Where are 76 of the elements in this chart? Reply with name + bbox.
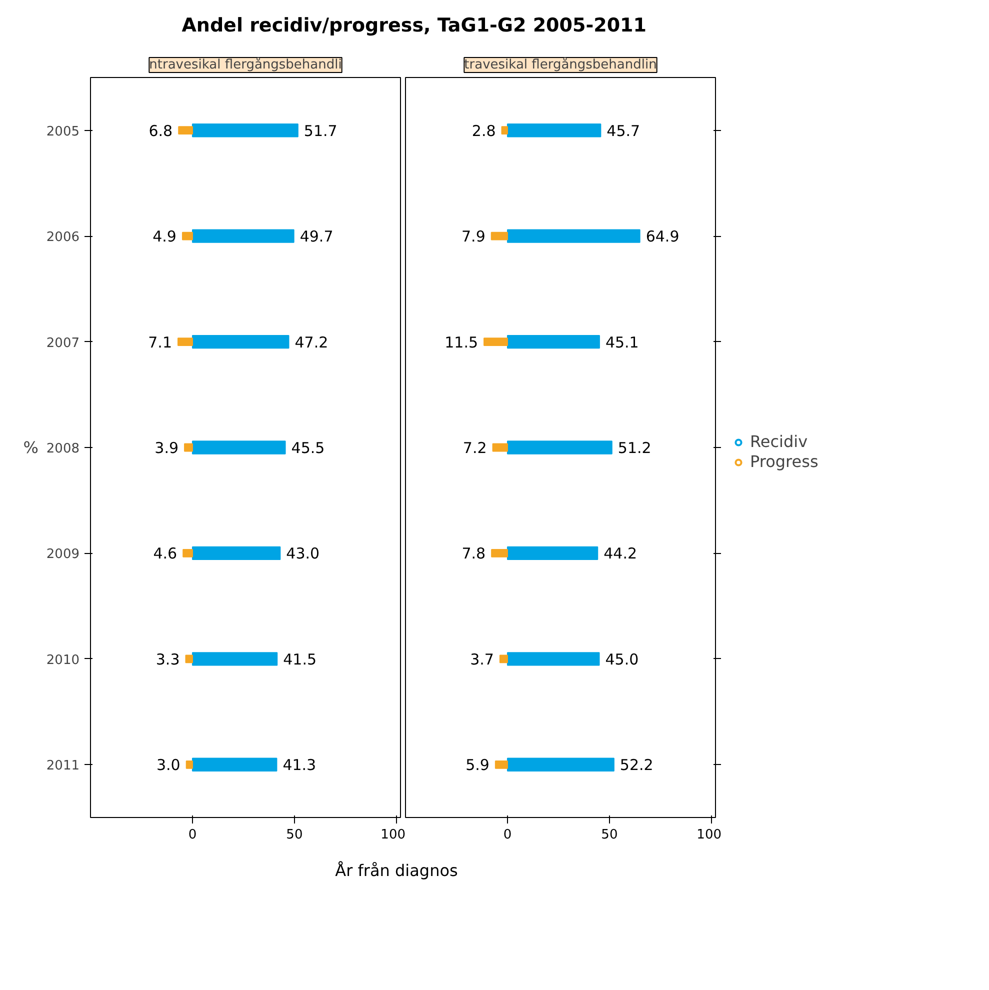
bar [192, 758, 278, 772]
data-label: 5.9 [466, 756, 490, 774]
bar [491, 549, 508, 558]
x-tick-label: 100 [380, 828, 406, 842]
bar [490, 232, 508, 240]
bar [501, 126, 508, 135]
data-label: 2.8 [472, 122, 496, 140]
chart-title: Andel recidiv/progress, TaG1-G2 2005-2011 [182, 14, 646, 36]
data-label: 3.7 [470, 650, 494, 668]
bar [506, 440, 612, 454]
data-label: 6.8 [148, 122, 173, 140]
x-tick-label: 0 [188, 828, 197, 842]
bar [492, 443, 508, 452]
data-label: 49.7 [300, 228, 334, 246]
bar [192, 652, 278, 666]
data-label: 47.2 [294, 333, 328, 352]
y-tick-label: 2011 [46, 758, 80, 774]
bar [177, 338, 193, 346]
bar [494, 760, 508, 769]
x-tick-label: 50 [286, 828, 303, 842]
x-tick-label: 0 [503, 828, 512, 842]
bar [185, 654, 193, 664]
bar [506, 758, 614, 772]
data-label: 51.7 [304, 122, 338, 140]
bar [506, 229, 640, 243]
y-tick-label: 2006 [46, 230, 80, 246]
data-label: 44.2 [604, 544, 638, 563]
bar [506, 652, 600, 666]
data-label: 41.3 [282, 756, 316, 774]
legend-label: Progress [750, 452, 818, 471]
bar [506, 334, 600, 349]
bar [186, 760, 193, 769]
data-label: 7.1 [148, 333, 172, 352]
y-tick-label: 2010 [46, 652, 80, 668]
y-tick-label: 2007 [46, 336, 80, 351]
data-label: 3.0 [156, 756, 180, 774]
y-tick-label: 2005 [46, 124, 80, 140]
bar [192, 334, 290, 349]
bar [506, 124, 602, 138]
bar [178, 126, 193, 135]
chart-subtitle: travesikal flergångsbehandlin [464, 56, 657, 72]
y-axis-title: % [23, 438, 38, 457]
data-label: 7.2 [462, 439, 487, 457]
bar [182, 549, 193, 558]
data-label: 45.5 [291, 439, 325, 457]
bar [182, 232, 193, 240]
data-label: 45.0 [605, 650, 639, 668]
y-tick-label: 2008 [46, 442, 80, 456]
data-label: 51.2 [618, 439, 652, 457]
bar [506, 546, 598, 560]
bar [499, 654, 508, 664]
x-axis-title: År från diagnos [335, 861, 458, 880]
data-label: 52.2 [620, 756, 654, 774]
bar [184, 443, 193, 452]
x-tick-label: 100 [696, 828, 722, 842]
data-label: 41.5 [283, 650, 317, 668]
data-label: 4.9 [152, 228, 176, 246]
bar [484, 338, 508, 346]
data-label: 4.6 [153, 544, 178, 563]
data-label: 3.9 [154, 439, 179, 457]
chart-subtitle: ntravesikal flergångsbehandli [149, 56, 342, 72]
x-tick-label: 50 [601, 828, 618, 842]
bar [192, 229, 294, 243]
data-label: 45.7 [606, 122, 640, 140]
bar [192, 546, 281, 560]
data-label: 64.9 [646, 228, 680, 246]
data-label: 7.8 [462, 544, 486, 563]
data-label: 11.5 [444, 333, 478, 352]
bar [192, 440, 286, 454]
data-label: 43.0 [286, 544, 320, 563]
data-label: 45.1 [605, 333, 639, 352]
y-tick-label: 2009 [46, 547, 80, 562]
data-label: 7.9 [462, 228, 486, 246]
bar [192, 124, 298, 138]
data-label: 3.3 [156, 650, 180, 668]
legend-label: Recidiv [750, 432, 808, 451]
